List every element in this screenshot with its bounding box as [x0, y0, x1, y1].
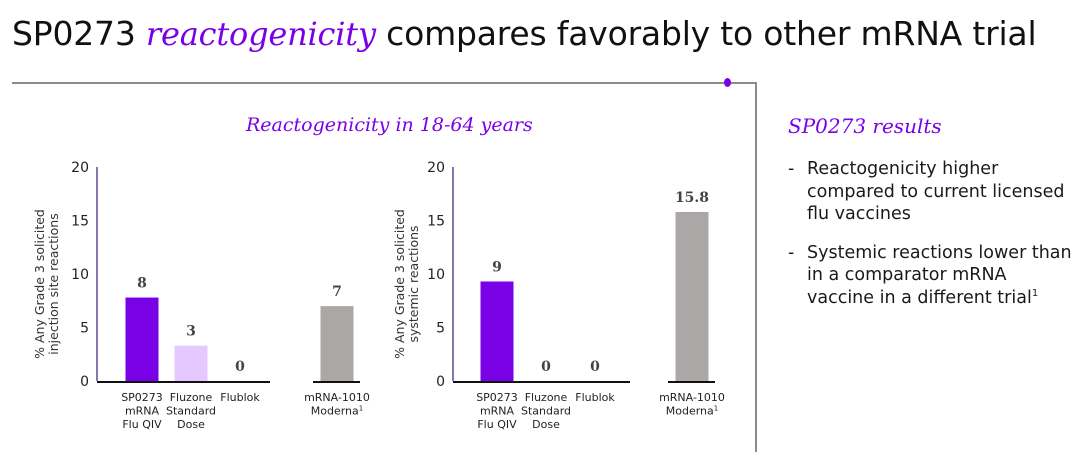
data-label: 0	[541, 359, 551, 375]
category-label: Dose	[532, 418, 560, 431]
category-label: Fluzone	[170, 391, 213, 404]
sidebar-heading: SP0273 results	[788, 114, 942, 138]
title-prefix: SP0273	[12, 14, 146, 53]
bullet-item: - Reactogenicity higher compared to curr…	[788, 158, 1078, 226]
y-axis-label: injection site reactions	[46, 213, 61, 354]
y-tick-label: 10	[427, 267, 445, 283]
bullet-text: Reactogenicity higher compared to curren…	[807, 158, 1078, 226]
category-label: Standard	[166, 405, 216, 418]
bullet-text-body: Systemic reactions lower than in a compa…	[807, 242, 1072, 308]
y-tick-label: 20	[71, 160, 89, 176]
y-tick-label: 15	[427, 214, 445, 230]
y-tick-label: 10	[71, 267, 89, 283]
data-label: 8	[137, 276, 147, 292]
data-label: 3	[186, 324, 196, 340]
category-label: Fluzone	[525, 391, 568, 404]
category-label: SP0273	[121, 391, 163, 404]
category-label: Moderna1	[666, 405, 718, 418]
category-label: Dose	[177, 418, 205, 431]
vertical-divider	[755, 82, 757, 452]
bullet-dash: -	[788, 242, 795, 263]
bar	[675, 211, 709, 381]
header-divider-end	[732, 82, 757, 84]
bullet-item: - Systemic reactions lower than in a com…	[788, 242, 1078, 310]
bar	[480, 281, 514, 381]
y-tick-label: 5	[436, 321, 445, 337]
data-label: 0	[235, 359, 245, 375]
y-axis-label: % Any Grade 3 solicited	[392, 209, 407, 359]
bar	[125, 297, 159, 381]
category-footnote: 1	[714, 405, 718, 413]
y-tick-label: 20	[427, 160, 445, 176]
slide-title: SP0273 reactogenicity compares favorably…	[12, 14, 1037, 53]
category-label: Flublok	[220, 391, 260, 404]
category-label: Flublok	[575, 391, 615, 404]
category-label: mRNA	[125, 405, 160, 418]
y-tick-label: 5	[80, 321, 89, 337]
bar	[320, 306, 354, 381]
title-emphasis: reactogenicity	[145, 15, 376, 53]
category-label: SP0273	[476, 391, 518, 404]
category-label: mRNA	[480, 405, 515, 418]
y-tick-label: 0	[80, 374, 89, 390]
y-axis-label: % Any Grade 3 solicited	[32, 209, 47, 359]
sidebar-bullets: - Reactogenicity higher compared to curr…	[788, 158, 1078, 325]
category-label: Moderna1	[311, 405, 363, 418]
y-tick-label: 15	[71, 214, 89, 230]
bullet-text: Systemic reactions lower than in a compa…	[807, 242, 1078, 310]
data-label: 15.8	[675, 190, 709, 206]
y-tick-label: 0	[436, 374, 445, 390]
chart-heading: Reactogenicity in 18-64 years	[246, 114, 533, 136]
accent-dot-icon	[724, 78, 731, 87]
bullet-dash: -	[788, 159, 795, 179]
category-label: Flu QIV	[122, 418, 162, 431]
bullet-text-body: Reactogenicity higher compared to curren…	[807, 159, 1065, 224]
bar	[174, 345, 208, 381]
bullet-footnote: 1	[1031, 287, 1039, 299]
data-label: 9	[492, 259, 502, 275]
y-axis-label: systemic reactions	[406, 225, 421, 342]
category-label: mRNA-1010	[304, 391, 370, 404]
category-label: Standard	[521, 405, 571, 418]
data-label: 7	[332, 284, 342, 300]
category-footnote: 1	[359, 405, 363, 413]
title-suffix: compares favorably to other mRNA trial	[375, 14, 1037, 53]
category-label: Flu QIV	[477, 418, 517, 431]
data-label: 0	[590, 359, 600, 375]
header-divider	[12, 82, 732, 84]
category-label: mRNA-1010	[659, 391, 725, 404]
